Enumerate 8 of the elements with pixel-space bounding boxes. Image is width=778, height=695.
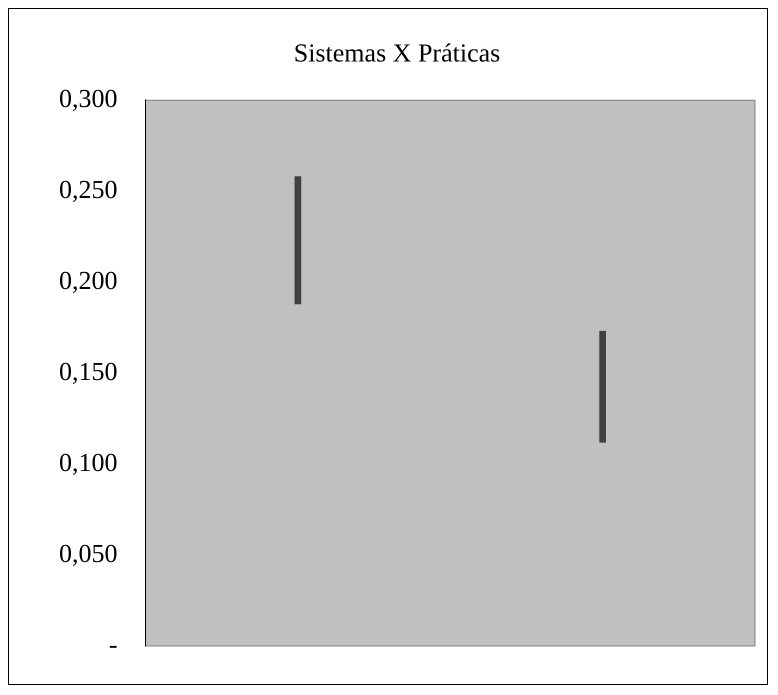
y-tick-label: 0,150 <box>59 356 118 386</box>
chart-title: Sistemas X Práticas <box>294 38 500 68</box>
y-tick-label: 0,250 <box>59 174 118 204</box>
y-tick-label: 0,100 <box>59 448 118 477</box>
y-tick-label: 0,200 <box>59 266 118 295</box>
y-tick-label: - <box>108 630 118 659</box>
y-tick-label: 0,050 <box>59 538 118 568</box>
y-tick-label: 0,300 <box>59 84 118 114</box>
